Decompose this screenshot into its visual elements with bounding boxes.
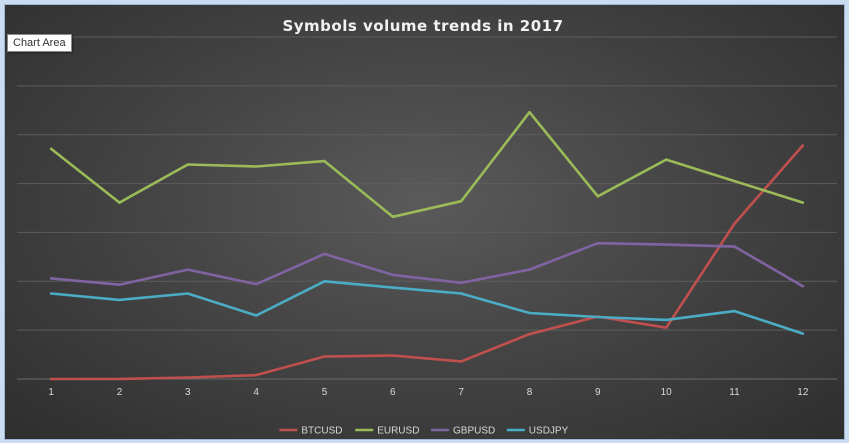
data-point-usdjpy[interactable] — [733, 309, 736, 313]
legend-item-usdjpy[interactable]: USDJPY — [506, 426, 569, 437]
series-line-eurusd[interactable] — [49, 110, 805, 219]
data-point-usdjpy[interactable] — [323, 280, 326, 283]
x-tick-label: 1 — [48, 387, 54, 398]
data-point-gbpusd[interactable] — [664, 243, 668, 246]
data-point-gbpusd[interactable] — [254, 283, 258, 286]
chart-title: Symbols volume trends in 2017 — [282, 17, 563, 35]
data-point-btcusd[interactable] — [801, 144, 805, 147]
data-point-btcusd[interactable] — [118, 377, 121, 381]
data-point-usdjpy[interactable] — [49, 292, 53, 295]
x-tick-label: 7 — [458, 387, 464, 398]
data-point-eurusd[interactable] — [254, 165, 258, 168]
plot-area[interactable] — [49, 110, 805, 381]
data-point-eurusd[interactable] — [459, 199, 463, 203]
data-point-eurusd[interactable] — [49, 147, 53, 151]
series-line-gbpusd[interactable] — [49, 241, 805, 288]
legend-label: EURUSD — [377, 426, 419, 437]
x-tick-label: 6 — [390, 387, 396, 398]
x-tick-label: 3 — [185, 387, 191, 398]
data-point-btcusd[interactable] — [391, 354, 395, 357]
data-point-eurusd[interactable] — [664, 158, 668, 161]
data-point-btcusd[interactable] — [49, 377, 53, 381]
data-point-gbpusd[interactable] — [118, 283, 121, 286]
data-point-btcusd[interactable] — [254, 373, 258, 377]
data-point-gbpusd[interactable] — [323, 252, 326, 256]
data-point-btcusd[interactable] — [664, 326, 668, 329]
data-point-btcusd[interactable] — [459, 360, 463, 363]
data-point-usdjpy[interactable] — [801, 332, 805, 335]
data-point-eurusd[interactable] — [596, 195, 600, 198]
legend-label: BTCUSD — [301, 426, 342, 437]
data-point-usdjpy[interactable] — [664, 318, 668, 322]
x-tick-label: 11 — [729, 387, 740, 398]
data-point-usdjpy[interactable] — [254, 314, 258, 317]
x-tick-label: 8 — [527, 387, 533, 398]
data-point-gbpusd[interactable] — [49, 277, 53, 280]
series-line-btcusd[interactable] — [49, 144, 805, 381]
x-axis-ticks: 1 2 3 4 5 6 7 8 9 10 11 12 — [48, 387, 808, 398]
data-point-gbpusd[interactable] — [733, 245, 736, 248]
data-point-gbpusd[interactable] — [801, 284, 805, 288]
legend-label: USDJPY — [529, 426, 569, 437]
data-point-gbpusd[interactable] — [186, 268, 190, 271]
data-point-eurusd[interactable] — [801, 201, 805, 204]
data-point-eurusd[interactable] — [733, 179, 736, 183]
data-point-eurusd[interactable] — [323, 159, 326, 163]
data-point-usdjpy[interactable] — [118, 298, 121, 302]
data-point-eurusd[interactable] — [186, 163, 190, 166]
data-point-gbpusd[interactable] — [596, 241, 600, 245]
x-tick-label: 2 — [117, 387, 123, 398]
x-tick-label: 10 — [661, 387, 673, 398]
data-point-gbpusd[interactable] — [391, 273, 395, 277]
x-tick-label: 12 — [797, 387, 809, 398]
legend-label: GBPUSD — [453, 426, 495, 437]
x-tick-label: 5 — [322, 387, 328, 398]
legend-item-btcusd[interactable]: BTCUSD — [279, 426, 343, 437]
series-line-usdjpy[interactable] — [49, 279, 805, 335]
legend[interactable]: BTCUSD EURUSD GBPUSD USDJPY — [279, 426, 569, 437]
data-point-eurusd[interactable] — [118, 201, 121, 204]
data-point-usdjpy[interactable] — [596, 315, 600, 319]
data-point-usdjpy[interactable] — [186, 292, 190, 295]
data-point-usdjpy[interactable] — [391, 286, 395, 289]
x-tick-label: 4 — [253, 387, 259, 398]
x-tick-label: 9 — [595, 387, 601, 398]
data-point-btcusd[interactable] — [528, 332, 531, 336]
data-point-eurusd[interactable] — [391, 215, 395, 218]
data-point-usdjpy[interactable] — [528, 311, 531, 315]
data-point-btcusd[interactable] — [186, 376, 190, 379]
data-point-usdjpy[interactable] — [459, 292, 463, 295]
chart-area-tooltip: Chart Area — [7, 34, 72, 52]
data-point-btcusd[interactable] — [733, 222, 736, 225]
data-point-gbpusd[interactable] — [459, 281, 463, 284]
data-point-gbpusd[interactable] — [528, 268, 531, 271]
data-point-btcusd[interactable] — [323, 355, 326, 358]
legend-item-gbpusd[interactable]: GBPUSD — [431, 426, 495, 437]
data-point-eurusd[interactable] — [528, 111, 531, 114]
legend-item-eurusd[interactable]: EURUSD — [355, 426, 419, 437]
